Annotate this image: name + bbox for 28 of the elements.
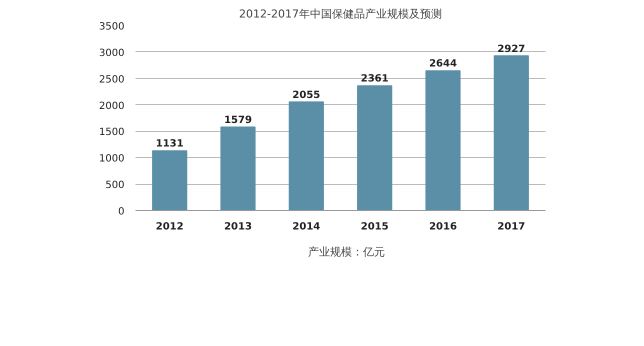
data-label: 2361 — [360, 74, 389, 85]
y-tick-label: 2500 — [99, 74, 125, 86]
data-label: 1579 — [224, 115, 252, 126]
data-label: 2927 — [497, 44, 526, 55]
bar — [425, 70, 461, 210]
x-tick-label: 2014 — [292, 222, 320, 232]
bar — [494, 55, 529, 210]
data-label: 2055 — [292, 90, 320, 101]
x-tick-label: 2015 — [360, 222, 389, 232]
y-tick-label: 3000 — [99, 48, 125, 59]
x-tick-label: 2016 — [429, 222, 457, 232]
y-tick-label: 0 — [118, 206, 125, 218]
y-tick-label: 2000 — [99, 100, 125, 112]
text: 产业规模：亿元 — [308, 244, 385, 260]
y-tick-label: 1500 — [99, 127, 125, 138]
x-tick-label: 2012 — [156, 222, 184, 232]
data-label: 2644 — [429, 58, 457, 70]
bar — [220, 126, 256, 210]
x-tick-label: 2017 — [497, 222, 526, 232]
chart-title: 2012-2017年中国保健品产业规模及预测 — [239, 8, 442, 20]
bar — [357, 85, 392, 210]
y-tick-label: 3500 — [99, 22, 125, 32]
bar — [152, 150, 188, 210]
y-tick-label: 1000 — [99, 154, 125, 165]
data-label: 1131 — [156, 138, 184, 150]
x-tick-label: 2013 — [224, 222, 252, 232]
bar — [288, 101, 324, 210]
y-tick-label: 500 — [105, 180, 125, 192]
